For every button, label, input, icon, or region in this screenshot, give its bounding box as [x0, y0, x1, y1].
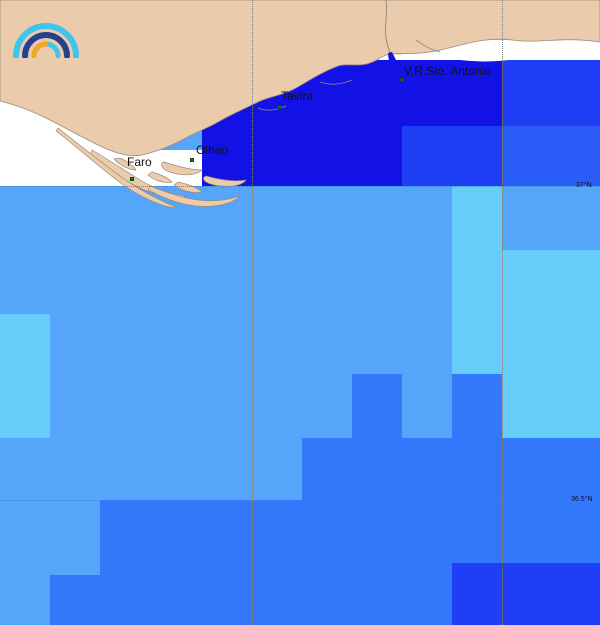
estuary-detail-3 [257, 105, 287, 111]
place-dot-olhao[interactable] [190, 158, 194, 162]
barrier-island-3 [203, 175, 247, 187]
heatmap-cell [452, 563, 600, 625]
heatmap-cell [0, 186, 452, 314]
heatmap-cell [452, 374, 502, 438]
lagoon-islet-3 [113, 157, 137, 171]
place-label-olhao: Olhao [196, 143, 229, 157]
heatmap-cell [452, 314, 600, 374]
river-mouth [388, 52, 402, 74]
rainbow-arc-outer [13, 23, 79, 58]
place-dot-vr-sto-antonio[interactable] [400, 78, 404, 82]
barrier-island-2 [147, 185, 241, 207]
barrier-island-4 [161, 161, 203, 176]
sandbar-east-1 [503, 41, 567, 50]
heatmap-cell [0, 575, 50, 625]
lat-label-365: 36.5°N [571, 496, 593, 503]
rainbow-arc-middle [22, 32, 70, 58]
heatmap-cell [402, 126, 502, 186]
heatmap-cell [100, 500, 600, 575]
heatmap-cell [502, 186, 600, 250]
place-dot-faro[interactable] [130, 177, 134, 181]
heatmap-cell [452, 250, 600, 314]
heatmap-cell [50, 314, 352, 438]
rainbow-arc-inner-orange [31, 41, 49, 58]
heatmap-cell [402, 60, 502, 126]
place-label-vr-sto-antonio: V.R.Sto. Antonio [404, 64, 491, 78]
lat-label-37: 37°N [576, 182, 592, 189]
heatmap-cell [402, 374, 452, 438]
heatmap-cell [0, 500, 100, 575]
graticule-lon-1 [252, 0, 253, 625]
heatmap-cell [502, 374, 600, 438]
heatmap-cell [0, 314, 50, 438]
heatmap-cell [352, 374, 402, 438]
heatmap-cell [0, 438, 302, 500]
estuary-detail-2 [319, 79, 353, 85]
estuary-detail-1 [415, 39, 441, 53]
rainbow-logo-icon[interactable] [10, 14, 82, 58]
graticule-lon-2 [502, 0, 503, 625]
graticule-lat-37 [0, 186, 600, 187]
lagoon-islet-1 [147, 171, 173, 183]
land-mass [0, 0, 600, 157]
graticule-lat-365 [0, 500, 600, 501]
place-label-faro: Faro [127, 155, 152, 169]
spit-west [55, 127, 179, 209]
heatmap-cell [452, 186, 502, 250]
heatmap-cell [352, 314, 452, 374]
lagoon-islet-2 [173, 181, 203, 193]
place-dot-tavira[interactable] [278, 105, 282, 109]
heatmap-cell [302, 438, 600, 500]
heatmap-cell [502, 126, 600, 186]
heatmap-cell [502, 60, 600, 126]
place-label-tavira: Tavira [281, 89, 314, 103]
